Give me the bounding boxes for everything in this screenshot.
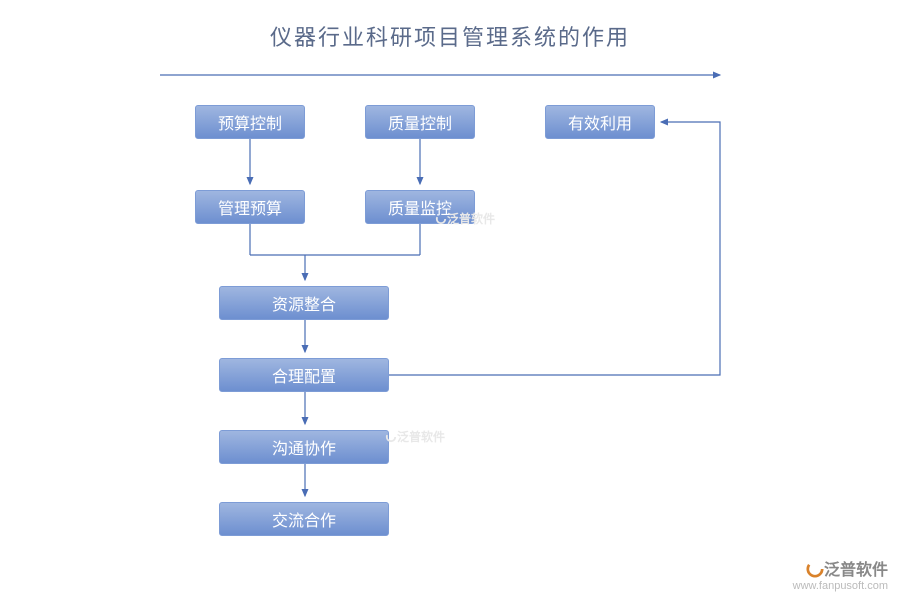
node-exchange_coop: 交流合作 (219, 502, 389, 536)
watermark: 泛普软件 www.fanpusoft.com (793, 560, 888, 592)
watermark-url: www.fanpusoft.com (793, 580, 888, 592)
diagram-title: 仪器行业科研项目管理系统的作用 (0, 20, 900, 52)
node-quality_control: 质量控制 (365, 105, 475, 139)
node-budget_control: 预算控制 (195, 105, 305, 139)
watermark-brand: 泛普软件 (824, 562, 888, 579)
node-manage_budget: 管理预算 (195, 190, 305, 224)
node-reasonable_allocation: 合理配置 (219, 358, 389, 392)
node-resource_integrate: 资源整合 (219, 286, 389, 320)
node-communicate_collab: 沟通协作 (219, 430, 389, 464)
connector-feedback_right (389, 122, 720, 375)
node-quality_monitor: 质量监控 (365, 190, 475, 224)
connector-layer (0, 0, 900, 600)
node-effective_use: 有效利用 (545, 105, 655, 139)
watermark-faint-0: 泛普软件 (385, 428, 445, 445)
